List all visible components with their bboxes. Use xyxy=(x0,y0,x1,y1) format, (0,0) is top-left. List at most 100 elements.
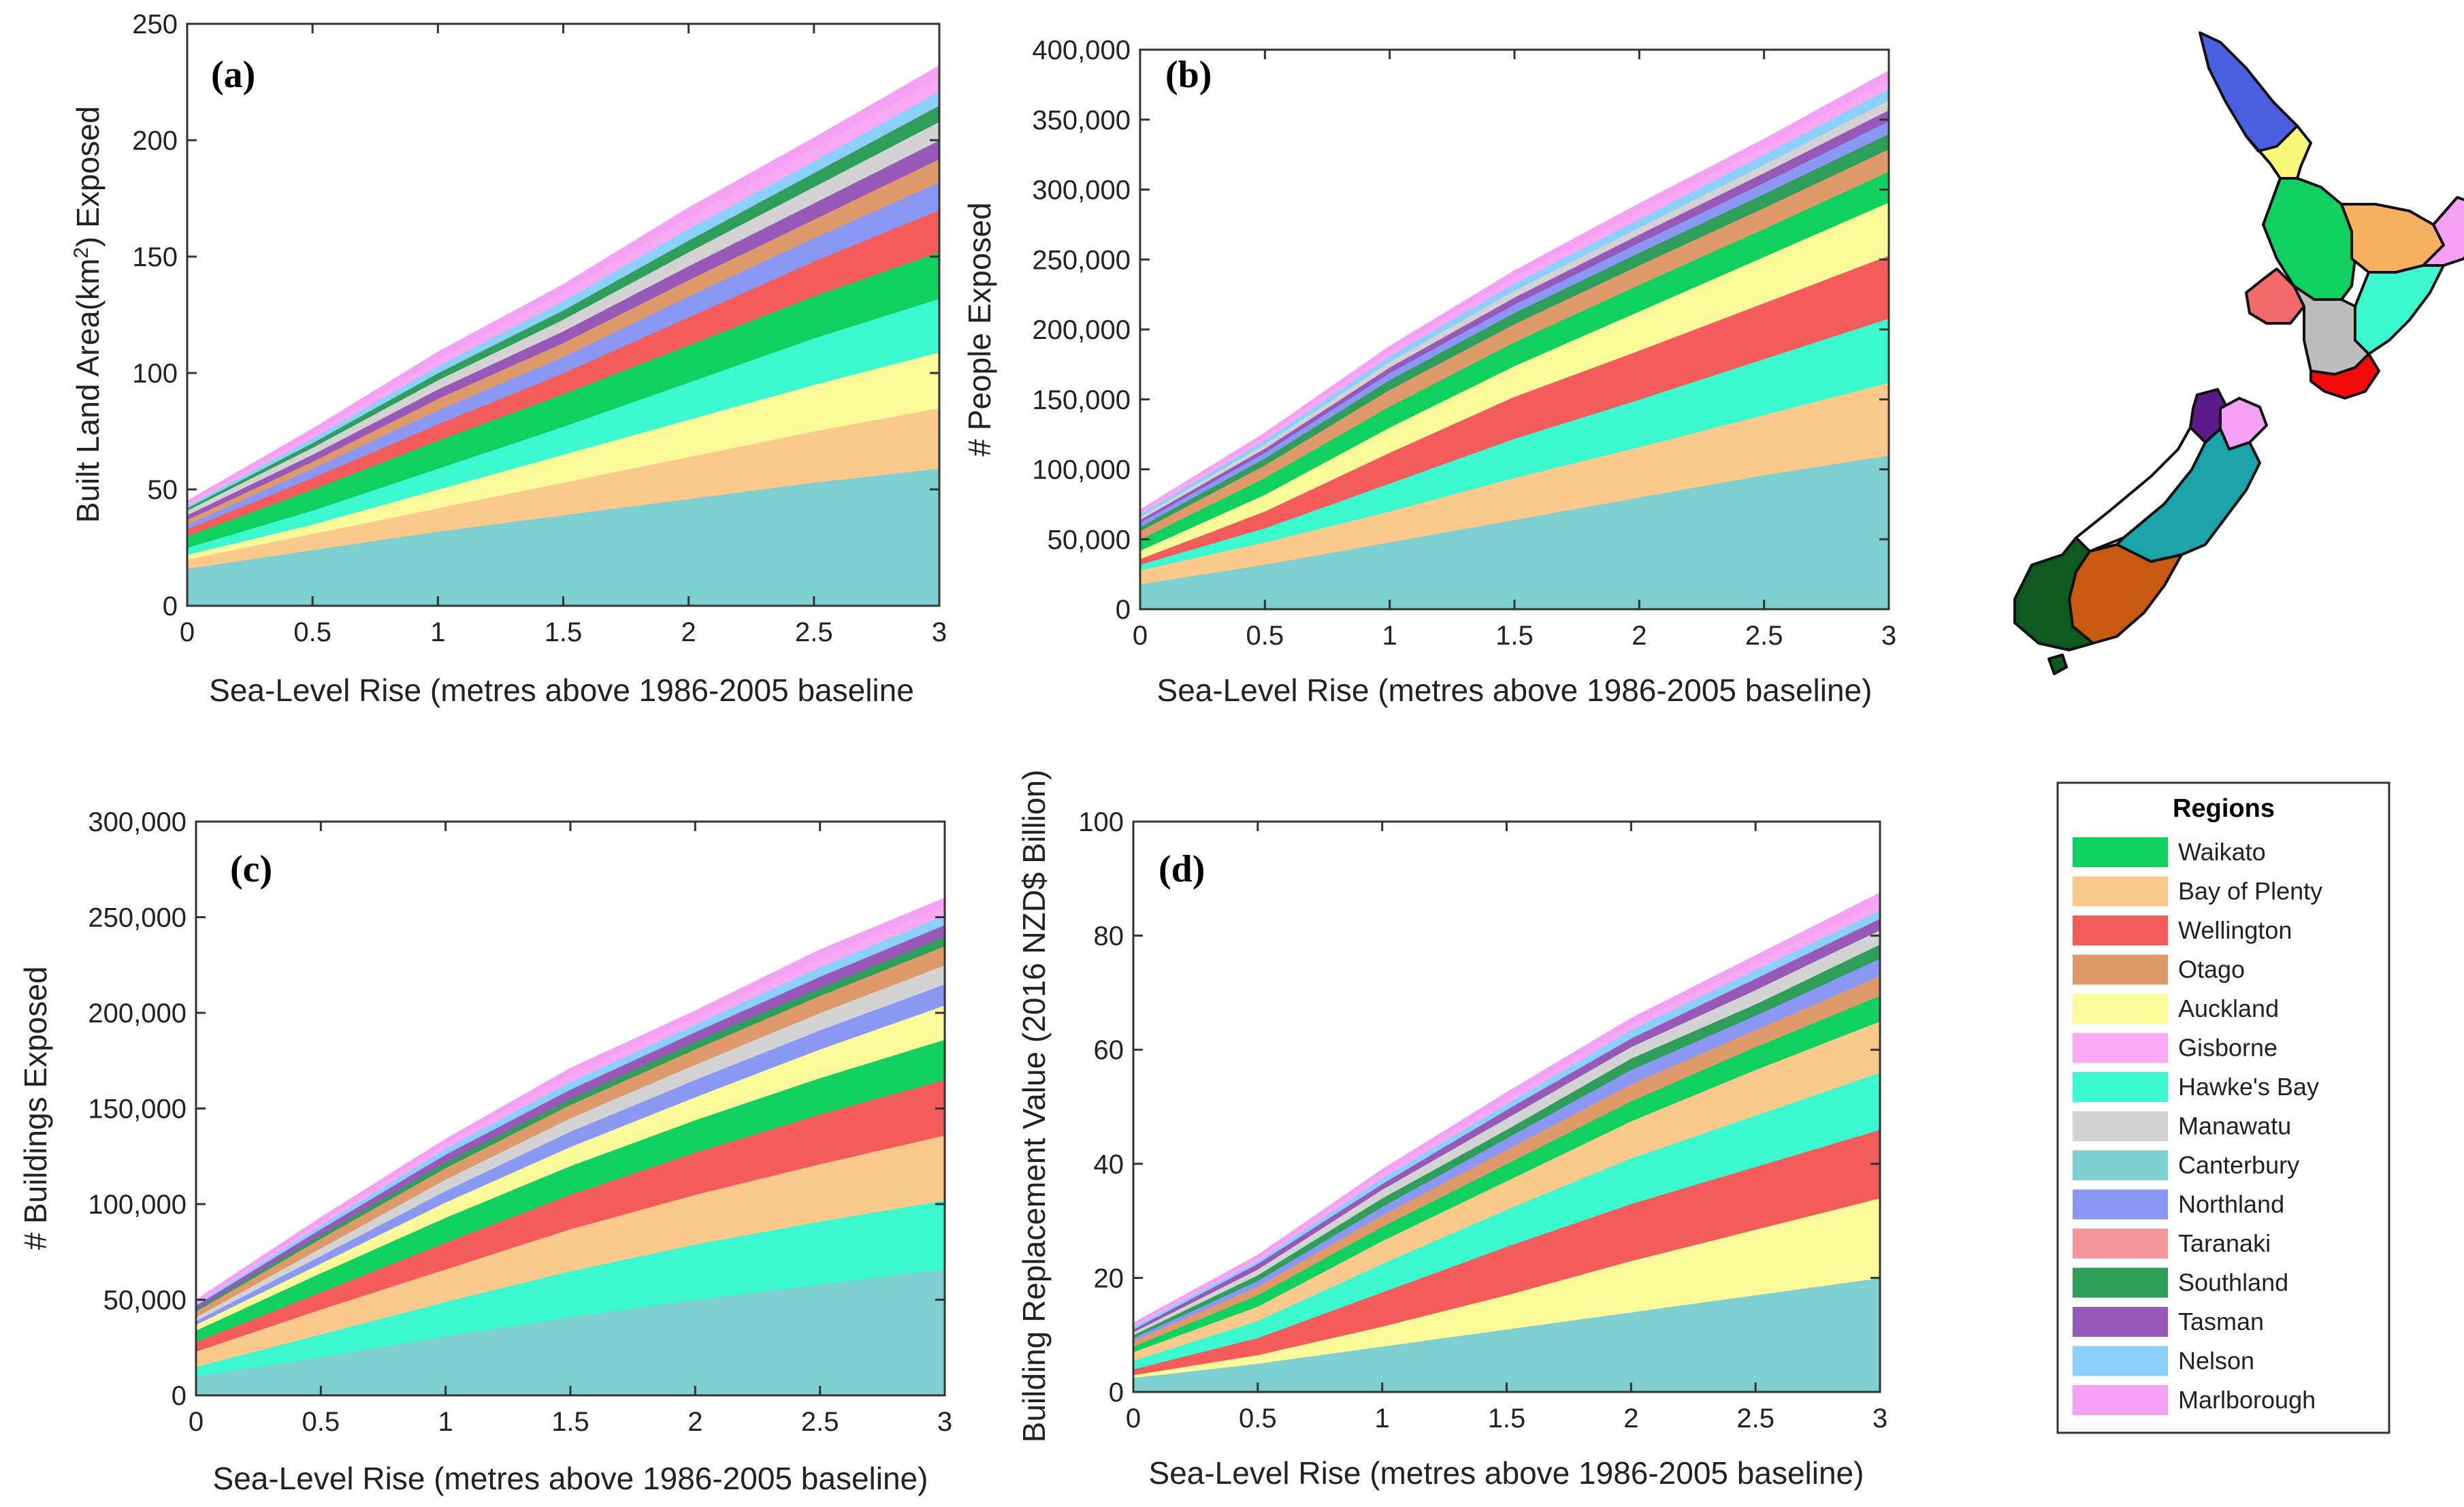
panel-b-x-tick-label: 1.5 xyxy=(1495,621,1534,651)
legend-label-marlborough: Marlborough xyxy=(2178,1386,2316,1414)
legend-label-taranaki: Taranaki xyxy=(2178,1229,2271,1257)
panel-d-replacement-value: 0 20 40 60 80 100 0 0.5 1 1.5 2 2.5 3 (d) Sea-Level… xyxy=(1016,770,1887,1491)
legend-swatch-otago xyxy=(2073,954,2168,985)
legend-items: Waikato Bay of Plenty Wellington Otago Auckl… xyxy=(2073,837,2322,1415)
panel-b-x-tick-label: 3 xyxy=(1881,621,1896,651)
panel-b-x-tick-label: 2.5 xyxy=(1745,621,1783,651)
legend-swatch-waikato xyxy=(2073,837,2168,867)
panel-a-x-tick-label: 3 xyxy=(932,617,947,647)
panel-d-y-tick-label: 60 xyxy=(1094,1035,1124,1065)
panel-a-y-label-end: ) Exposed xyxy=(70,106,106,247)
panel-a-x-tick-label: 1 xyxy=(430,617,445,647)
panel-c-x-tick-label: 2.5 xyxy=(801,1407,839,1437)
panel-d-y-tick-label: 80 xyxy=(1094,922,1124,952)
panel-b-areas xyxy=(1139,69,1890,610)
panel-b-label: (b) xyxy=(1165,54,1212,96)
panel-d-x-ticks: 0 0.5 1 1.5 2 2.5 3 xyxy=(1126,822,1887,1433)
legend-label-gisborne: Gisborne xyxy=(2178,1034,2277,1062)
panel-d-x-tick-label: 3 xyxy=(1873,1404,1887,1433)
panel-a-y-tick-label: 200 xyxy=(132,126,178,156)
panel-d-y-tick-label: 100 xyxy=(1078,807,1124,837)
panel-c-x-tick-label: 0 xyxy=(189,1407,204,1437)
legend-swatch-bay-of-plenty xyxy=(2073,876,2168,907)
panel-c-x-tick-label: 0.5 xyxy=(302,1407,340,1437)
map-southland-region xyxy=(2013,536,2094,651)
panel-a-areas xyxy=(187,65,940,606)
panel-d-x-tick-label: 0.5 xyxy=(1239,1404,1277,1433)
panel-b-x-tick-label: 2 xyxy=(1632,621,1647,651)
legend-label-northland: Northland xyxy=(2178,1190,2284,1218)
panel-a-y-label-main: Built Land Area(km xyxy=(70,259,106,523)
panel-c-y-tick-label: 50,000 xyxy=(103,1286,187,1316)
panel-d-x-tick-label: 0 xyxy=(1126,1404,1141,1433)
panel-c-x-axis-label: Sea-Level Rise (metres above 1986-2005 b… xyxy=(213,1461,928,1496)
panel-c-x-tick-label: 2 xyxy=(687,1407,702,1437)
panel-a-y-tick-label: 0 xyxy=(163,592,178,621)
legend-swatch-northland xyxy=(2073,1189,2168,1220)
legend-swatch-canterbury xyxy=(2073,1150,2168,1180)
panel-a-x-ticks: 0 0.5 1 1.5 2 2.5 3 xyxy=(180,24,947,647)
panel-a-x-tick-label: 2.5 xyxy=(795,617,833,647)
panel-b-x-tick-label: 0.5 xyxy=(1246,621,1284,651)
legend-label-hawke-s-bay: Hawke's Bay xyxy=(2178,1073,2319,1101)
panel-b-y-tick-label: 400,000 xyxy=(1032,35,1131,65)
map-otago-region xyxy=(2068,543,2183,645)
legend-label-nelson: Nelson xyxy=(2178,1347,2254,1375)
panel-a-y-tick-label: 150 xyxy=(132,242,178,272)
panel-c-y-tick-label: 100,000 xyxy=(88,1190,187,1220)
panel-d-y-axis-label: Building Replacement Value (2016 NZD$ Bi… xyxy=(1016,770,1052,1443)
legend-swatch-hawke-s-bay xyxy=(2073,1072,2168,1102)
nz-region-map xyxy=(2013,31,2464,675)
panel-d-x-tick-label: 2.5 xyxy=(1736,1404,1774,1433)
panel-d-y-tick-label: 40 xyxy=(1094,1150,1124,1180)
panel-a-y-tick-label: 100 xyxy=(132,359,178,389)
panel-a-y-tick-label: 250 xyxy=(132,10,178,39)
legend-swatch-manawatu xyxy=(2073,1111,2168,1141)
legend-swatch-nelson xyxy=(2073,1346,2168,1376)
panel-c-y-ticks: 0 50,000 100,000 150,000 200,000 250,000 300,0… xyxy=(88,807,945,1411)
panel-d-y-tick-label: 0 xyxy=(1109,1378,1124,1408)
panel-a-label: (a) xyxy=(211,54,255,96)
panel-b-x-tick-label: 0 xyxy=(1133,621,1148,651)
panel-b-x-axis-label: Sea-Level Rise (metres above 1986-2005 b… xyxy=(1157,673,1873,708)
legend-label-canterbury: Canterbury xyxy=(2178,1151,2299,1179)
panel-d-label: (d) xyxy=(1158,848,1205,890)
panel-d-y-tick-label: 20 xyxy=(1094,1263,1124,1293)
panel-d-x-tick-label: 1.5 xyxy=(1488,1404,1526,1433)
panel-a-x-axis-label: Sea-Level Rise (metres above 1986-2005 b… xyxy=(209,673,914,708)
panel-c-label: (c) xyxy=(230,848,272,890)
legend-title: Regions xyxy=(2173,794,2275,823)
panel-c-buildings-exposed: 0 50,000 100,000 150,000 200,000 250,000 300,0… xyxy=(18,807,952,1496)
panel-b-y-tick-label: 250,000 xyxy=(1032,245,1131,275)
legend-label-tasman: Tasman xyxy=(2178,1308,2264,1335)
panel-c-y-tick-label: 150,000 xyxy=(88,1095,187,1124)
panel-c-x-tick-label: 1 xyxy=(438,1407,453,1437)
panel-d-areas xyxy=(1133,892,1881,1393)
panel-b-y-ticks: 0 50,000 100,000 150,000 200,000 250,000 300,0… xyxy=(1032,35,1889,625)
panel-d-x-tick-label: 2 xyxy=(1623,1404,1638,1433)
panel-c-y-axis-label: # Buildings Exposed xyxy=(18,967,53,1250)
panel-b-y-axis-label: # People Exposed xyxy=(962,202,997,456)
panel-b-y-tick-label: 0 xyxy=(1116,595,1131,625)
panel-b-people-exposed: 0 50,000 100,000 150,000 200,000 250,000 300,0… xyxy=(962,35,1896,708)
panel-c-y-tick-label: 250,000 xyxy=(88,903,187,933)
legend-swatch-taranaki xyxy=(2073,1229,2168,1259)
map-waikato-region xyxy=(2262,177,2356,301)
legend-label-bay-of-plenty: Bay of Plenty xyxy=(2178,877,2322,905)
legend-swatch-wellington xyxy=(2073,915,2168,945)
panel-a-x-tick-label: 0.5 xyxy=(293,617,331,647)
panel-b-y-tick-label: 50,000 xyxy=(1048,525,1131,555)
panel-b-x-ticks: 0 0.5 1 1.5 2 2.5 3 xyxy=(1133,50,1896,651)
panel-b-y-tick-label: 300,000 xyxy=(1032,176,1131,206)
panel-c-x-tick-label: 3 xyxy=(937,1407,952,1437)
legend-label-southland: Southland xyxy=(2178,1269,2288,1297)
panel-c-y-tick-label: 0 xyxy=(172,1381,187,1411)
panel-a-x-tick-label: 1.5 xyxy=(545,617,583,647)
panel-a-x-tick-label: 2 xyxy=(681,617,696,647)
map-gisborne-region xyxy=(2422,196,2464,267)
map-northland-region xyxy=(2199,31,2299,152)
panel-b-y-tick-label: 200,000 xyxy=(1032,315,1131,345)
map-hawkes-bay-region xyxy=(2354,264,2445,355)
panel-a-y-ticks: 0 50 100 150 200 250 xyxy=(132,10,939,621)
